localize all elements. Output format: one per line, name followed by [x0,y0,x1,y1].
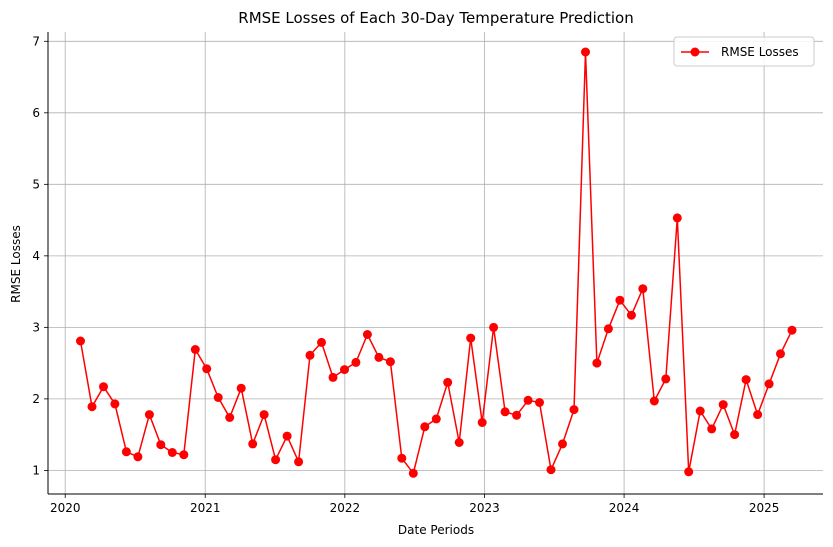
y-tick-label: 6 [32,106,40,120]
grid-lines [48,32,823,494]
data-point [340,365,349,375]
data-point [753,410,763,420]
data-point [626,310,636,320]
data-point [741,375,751,385]
data-point [294,457,304,467]
legend-marker [690,47,700,57]
x-tick-label: 2021 [190,501,221,515]
data-point [764,379,774,389]
data-point [649,396,659,406]
data-point [271,455,281,465]
y-tick-label: 7 [32,34,40,48]
data-point [477,418,487,427]
data-point [408,468,418,478]
data-point [385,357,395,367]
data-point [305,350,315,360]
legend-label: RMSE Losses [721,45,799,59]
data-point [546,465,556,475]
x-tick-label: 2025 [749,501,780,515]
data-point [248,439,258,449]
legend: RMSE Losses [673,36,815,67]
data-point [110,399,120,409]
data-point [558,439,567,449]
x-axis-ticks: 2020 2021 2022 2023 2024 2025 [50,494,779,515]
data-point [133,452,143,462]
data-point [730,430,740,440]
data-point [87,402,97,412]
data-point [489,322,499,332]
data-point [202,364,212,374]
data-point [776,349,785,359]
chart-title: RMSE Losses of Each 30-Day Temperature P… [238,9,633,27]
data-point [535,398,544,407]
y-axis-ticks: 1 2 3 4 5 6 7 [32,34,48,477]
data-point [167,448,177,457]
data-point [707,424,717,434]
data-point [420,422,430,432]
x-tick-label: 2023 [469,501,500,515]
x-tick-label: 2020 [50,501,81,515]
y-axis-title: RMSE Losses [9,225,23,303]
axes [47,32,823,495]
data-point [592,358,602,368]
data-point [466,333,476,343]
data-point [328,372,338,382]
data-point [225,413,235,422]
data-point [179,450,189,460]
data-point [454,438,464,447]
data-point [718,400,728,410]
y-tick-label: 5 [32,177,40,191]
data-point [397,453,407,463]
x-tick-label: 2024 [609,501,640,515]
data-point [317,337,326,347]
data-point [569,405,579,415]
x-tick-label: 2022 [330,501,361,515]
y-tick-label: 4 [32,249,40,263]
data-point [638,284,648,294]
y-tick-label: 1 [32,463,40,477]
data-point [374,352,384,362]
data-point [581,47,590,57]
data-point [523,395,533,405]
data-point [443,377,453,387]
data-point [615,295,625,305]
data-point [695,406,705,416]
data-point [121,447,131,457]
data-point [672,213,682,223]
data-point [76,336,85,346]
data-point [282,431,292,441]
series-layer [76,47,797,478]
data-point [236,383,246,393]
data-point [213,393,223,402]
y-tick-label: 3 [32,320,40,334]
data-point [661,374,671,384]
data-point [144,410,154,420]
data-point [512,410,522,420]
data-point [362,330,372,339]
data-point [684,467,694,477]
data-point [431,414,441,424]
data-point [156,440,166,450]
data-point [99,382,108,392]
data-point [259,410,269,420]
data-point [787,325,797,335]
x-axis-title: Date Periods [398,523,474,537]
data-point [190,345,200,354]
data-point [351,357,361,367]
data-point [500,407,510,417]
series-line [79,51,793,475]
y-tick-label: 2 [32,392,40,406]
data-point [603,324,613,334]
legend-box [673,36,815,67]
